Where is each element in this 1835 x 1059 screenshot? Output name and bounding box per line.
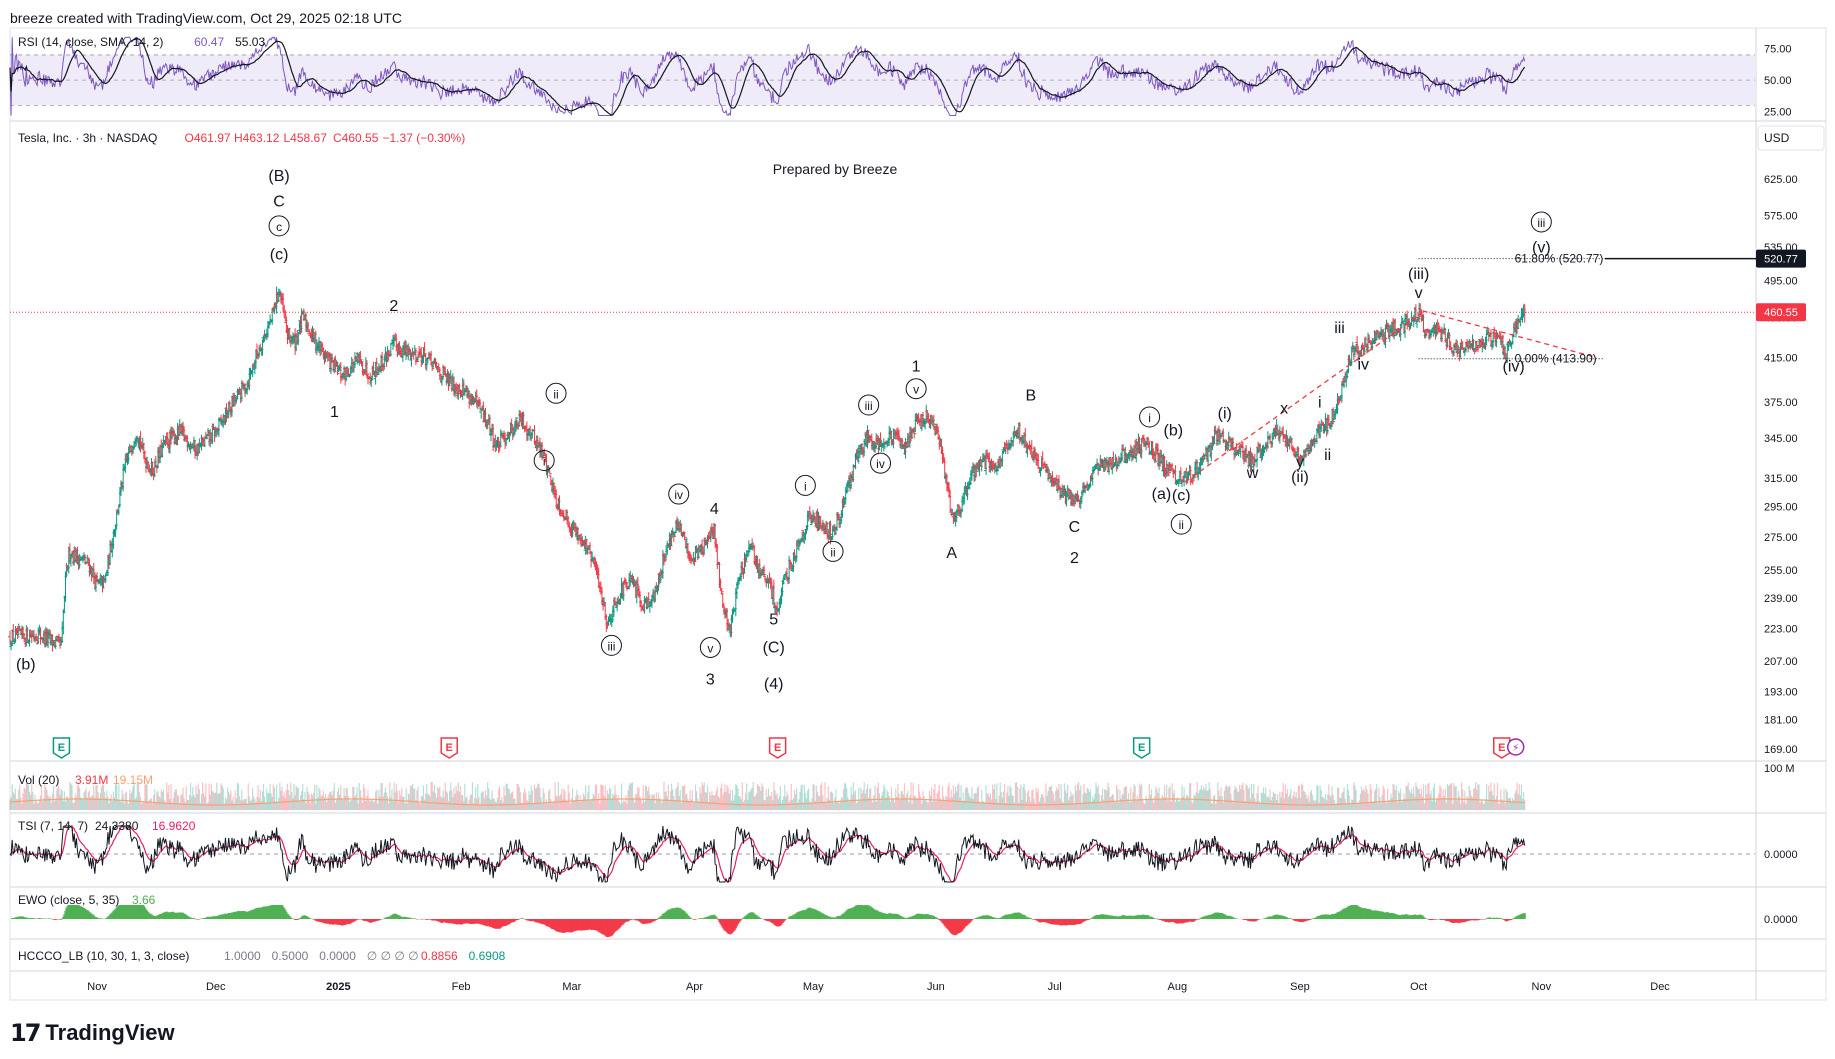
price-tick-label: 625.00 bbox=[1764, 174, 1798, 186]
price-tick-label: 193.00 bbox=[1764, 686, 1798, 698]
ohlc-bar bbox=[450, 373, 455, 391]
price-tick-label: 181.00 bbox=[1764, 714, 1798, 726]
ohlc-bar bbox=[550, 477, 555, 495]
ohlc-bar bbox=[429, 350, 434, 366]
ohlc-bar bbox=[466, 387, 471, 399]
price-bars bbox=[8, 286, 1527, 652]
ohlc-low: L458.67 bbox=[284, 131, 328, 145]
ohlc-bar bbox=[513, 417, 518, 432]
price-tick-label: 207.00 bbox=[1764, 656, 1798, 668]
price-tick-label: 375.00 bbox=[1764, 397, 1798, 409]
ohlc-bar bbox=[434, 361, 439, 370]
ohlc-bar bbox=[232, 392, 237, 407]
symbol-legend: Tesla, Inc. · 3h · NASDAQ O461.97 H463.12 L… bbox=[18, 131, 465, 145]
watermark-header: breeze created with TradingView.com, Oct… bbox=[10, 10, 402, 26]
ohlc-bar bbox=[188, 441, 193, 454]
ohlc-bar bbox=[701, 546, 706, 557]
ohlc-bar bbox=[169, 426, 174, 445]
ohlc-bar bbox=[101, 574, 106, 589]
price-tick-label: 415.00 bbox=[1764, 353, 1798, 365]
ohlc-bar bbox=[100, 575, 105, 593]
price-tick-label: 255.00 bbox=[1764, 565, 1798, 577]
price-tick-label: 239.00 bbox=[1764, 593, 1798, 605]
ohlc-close: C460.55 bbox=[333, 131, 379, 145]
price-pane: 625.00575.00535.00495.00455.00415.00375.… bbox=[8, 125, 1825, 759]
ohlc-bar bbox=[212, 426, 217, 442]
chart-title: Prepared by Breeze bbox=[773, 161, 898, 177]
ohlc-bar bbox=[682, 531, 687, 541]
ohlc-bar bbox=[88, 565, 93, 575]
price-tick-label: 315.00 bbox=[1764, 473, 1798, 485]
currency-button bbox=[1757, 125, 1825, 151]
price-tick-label: 575.00 bbox=[1764, 210, 1798, 222]
symbol-name: Tesla, Inc. · 3h · NASDAQ bbox=[18, 131, 157, 145]
ohlc-bar bbox=[385, 345, 390, 363]
price-tick-label: 345.00 bbox=[1764, 433, 1798, 445]
ohlc-bar bbox=[692, 557, 697, 566]
ohlc-bar bbox=[224, 403, 229, 423]
ohlc-bar bbox=[422, 342, 427, 357]
price-tick-label: 223.00 bbox=[1764, 623, 1798, 635]
ohlc-bar bbox=[369, 375, 374, 388]
currency-label: USD bbox=[1764, 131, 1790, 145]
ohlc-open: O461.97 bbox=[185, 131, 231, 145]
ohlc-bar bbox=[1265, 431, 1270, 449]
ohlc-bar bbox=[335, 361, 340, 376]
price-tick-label: 275.00 bbox=[1764, 532, 1798, 544]
ohlc-bar bbox=[78, 555, 83, 561]
ohlc-bar bbox=[127, 443, 132, 454]
chart-frame bbox=[9, 27, 1827, 1001]
ohlc-change: −1.37 (−0.30%) bbox=[383, 131, 466, 145]
ohlc-bar bbox=[15, 626, 20, 640]
ohlc-bar bbox=[437, 367, 442, 381]
price-tick-label: 495.00 bbox=[1764, 276, 1798, 288]
price-tick-label: 169.00 bbox=[1764, 744, 1798, 756]
price-tick-label: 295.00 bbox=[1764, 501, 1798, 513]
ohlc-high: H463.12 bbox=[234, 131, 280, 145]
ohlc-bar bbox=[671, 530, 676, 542]
ohlc-bar bbox=[83, 554, 88, 565]
